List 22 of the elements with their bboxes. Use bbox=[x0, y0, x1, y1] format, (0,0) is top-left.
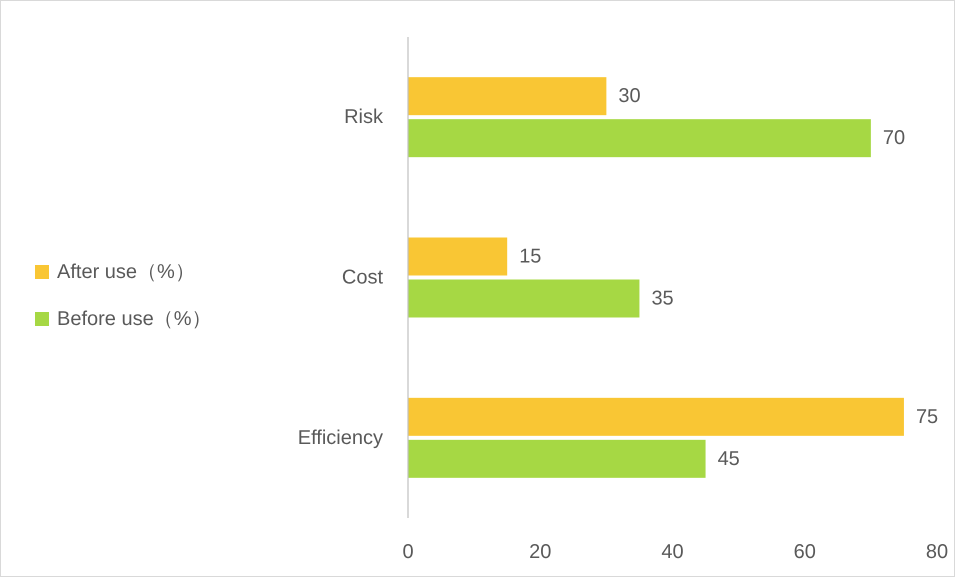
data-label: 70 bbox=[882, 127, 906, 150]
bar bbox=[408, 77, 606, 116]
legend-label: After use（%） bbox=[57, 261, 195, 283]
bar bbox=[408, 280, 640, 318]
x-tick-label: 80 bbox=[926, 541, 948, 563]
data-label: 35 bbox=[651, 288, 674, 310]
data-label: 15 bbox=[519, 246, 542, 268]
data-label: 75 bbox=[916, 406, 938, 428]
x-tick-label: 40 bbox=[661, 541, 684, 563]
x-tick-label: 20 bbox=[529, 541, 552, 563]
data-label: 45 bbox=[718, 448, 740, 470]
y-tick-label: Risk bbox=[344, 106, 384, 128]
y-tick-label: Efficiency bbox=[298, 426, 383, 449]
legend-label: Before use（%） bbox=[57, 308, 212, 330]
bar bbox=[408, 440, 706, 478]
y-tick-label: Cost bbox=[342, 266, 384, 288]
bar bbox=[408, 119, 871, 158]
bar bbox=[408, 238, 508, 276]
x-tick-label: 60 bbox=[794, 541, 816, 563]
x-tick-label: 0 bbox=[402, 541, 414, 563]
bar bbox=[408, 398, 904, 436]
data-label: 30 bbox=[618, 85, 641, 108]
